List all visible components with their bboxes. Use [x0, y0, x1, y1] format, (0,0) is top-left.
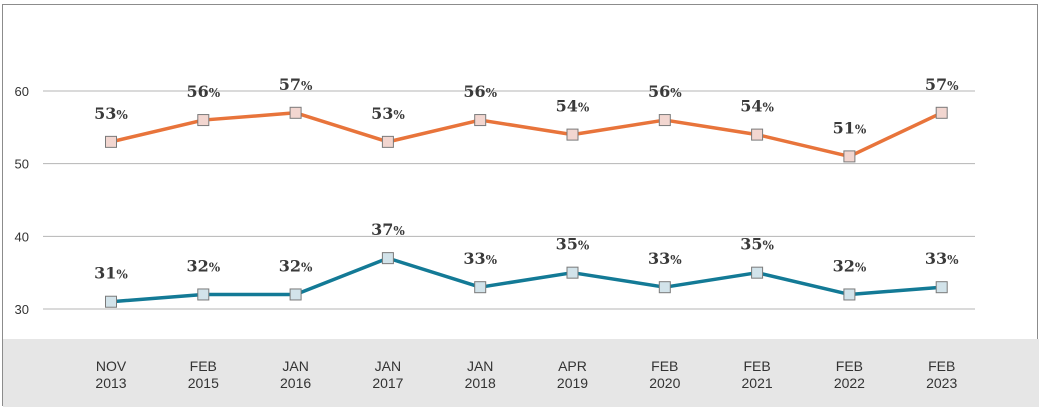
x-tick-label: 2016	[280, 375, 311, 391]
data-label: 32%	[279, 256, 313, 275]
series-group: 53%56% 57%53%56%54%56%54%51%57%31% 32% 32%3…	[94, 75, 959, 308]
data-point	[751, 266, 764, 279]
data-label: 51%	[833, 118, 867, 137]
data-label: 32%	[186, 256, 220, 275]
data-point	[105, 135, 117, 148]
x-tick-label: APR	[558, 358, 587, 374]
x-tick-label: 2019	[557, 375, 588, 391]
x-tick-label: FEB	[743, 358, 770, 374]
data-label: 57%	[279, 75, 313, 94]
data-label: 56%	[186, 82, 220, 101]
chart-frame: 30 40 50 60 NOV 2013 FEB 2015 JAN 2016 JAN 2017 JAN…	[2, 4, 1039, 407]
data-point	[197, 114, 210, 127]
x-tick-label: NOV	[96, 358, 127, 374]
series-2: 31% 32% 32% 37% 33% 35% 33% 35% 32% 33%	[94, 220, 959, 308]
x-tick-label: 2013	[95, 375, 126, 391]
data-label: 33%	[925, 249, 959, 268]
x-tick-label: 2020	[649, 375, 680, 391]
data-point	[566, 266, 579, 279]
y-tick-label: 40	[15, 229, 29, 244]
x-axis-band	[3, 339, 1039, 407]
data-label: 57%	[925, 75, 959, 94]
data-point	[289, 288, 302, 301]
data-point	[474, 281, 487, 294]
data-label: 35%	[556, 235, 590, 254]
x-tick-label: 2023	[926, 375, 957, 391]
x-tick-label: FEB	[836, 358, 863, 374]
data-label: 33%	[648, 249, 682, 268]
data-point	[474, 114, 487, 127]
data-label: 54%	[556, 97, 590, 116]
series-1: 53% 56% 57% 53% 56% 54% 56% 54% 51% 57%	[94, 75, 959, 163]
y-tick-label: 60	[15, 84, 29, 99]
data-point	[843, 150, 856, 163]
x-tick-label: 2015	[188, 375, 219, 391]
data-label: 33%	[463, 249, 497, 268]
data-label: 53%	[371, 104, 405, 123]
data-point	[658, 281, 671, 294]
data-label: 31%	[94, 264, 128, 283]
x-tick-label: 2022	[834, 375, 865, 391]
x-tick-label: JAN	[467, 358, 493, 374]
x-tick-label: 2017	[372, 375, 403, 391]
data-point	[843, 288, 856, 301]
series-line	[110, 111, 943, 159]
data-label: 56%	[463, 82, 497, 101]
data-label: 54%	[740, 97, 774, 116]
data-point	[935, 281, 948, 294]
data-point	[751, 128, 764, 141]
x-tick-label: 2018	[465, 375, 496, 391]
x-tick-label: JAN	[282, 358, 308, 374]
data-label: 32%	[833, 256, 867, 275]
data-point	[658, 114, 671, 127]
x-tick-label: FEB	[190, 358, 217, 374]
data-point	[381, 252, 394, 265]
x-tick-label: FEB	[651, 358, 678, 374]
y-axis-ticks: 30 40 50 60	[15, 84, 29, 317]
gridlines	[43, 90, 975, 310]
x-axis-ticks: NOV2013FEB2015JAN2016JAN2017JAN2018APR20…	[95, 358, 957, 391]
data-point	[381, 135, 394, 148]
data-point	[197, 288, 210, 301]
y-tick-label: 50	[15, 157, 29, 172]
data-label: 53%	[94, 104, 128, 123]
y-tick-label: 30	[15, 302, 29, 317]
data-label: 56%	[648, 82, 682, 101]
data-point	[935, 106, 948, 119]
data-label: 35%	[740, 235, 774, 254]
x-tick-label: JAN	[375, 358, 401, 374]
data-label: 37%	[371, 220, 405, 239]
series-line	[110, 256, 942, 304]
x-tick-label: FEB	[928, 358, 955, 374]
data-point	[105, 295, 117, 308]
x-tick-label: 2021	[742, 375, 773, 391]
data-point	[566, 128, 579, 141]
data-point	[289, 106, 302, 119]
